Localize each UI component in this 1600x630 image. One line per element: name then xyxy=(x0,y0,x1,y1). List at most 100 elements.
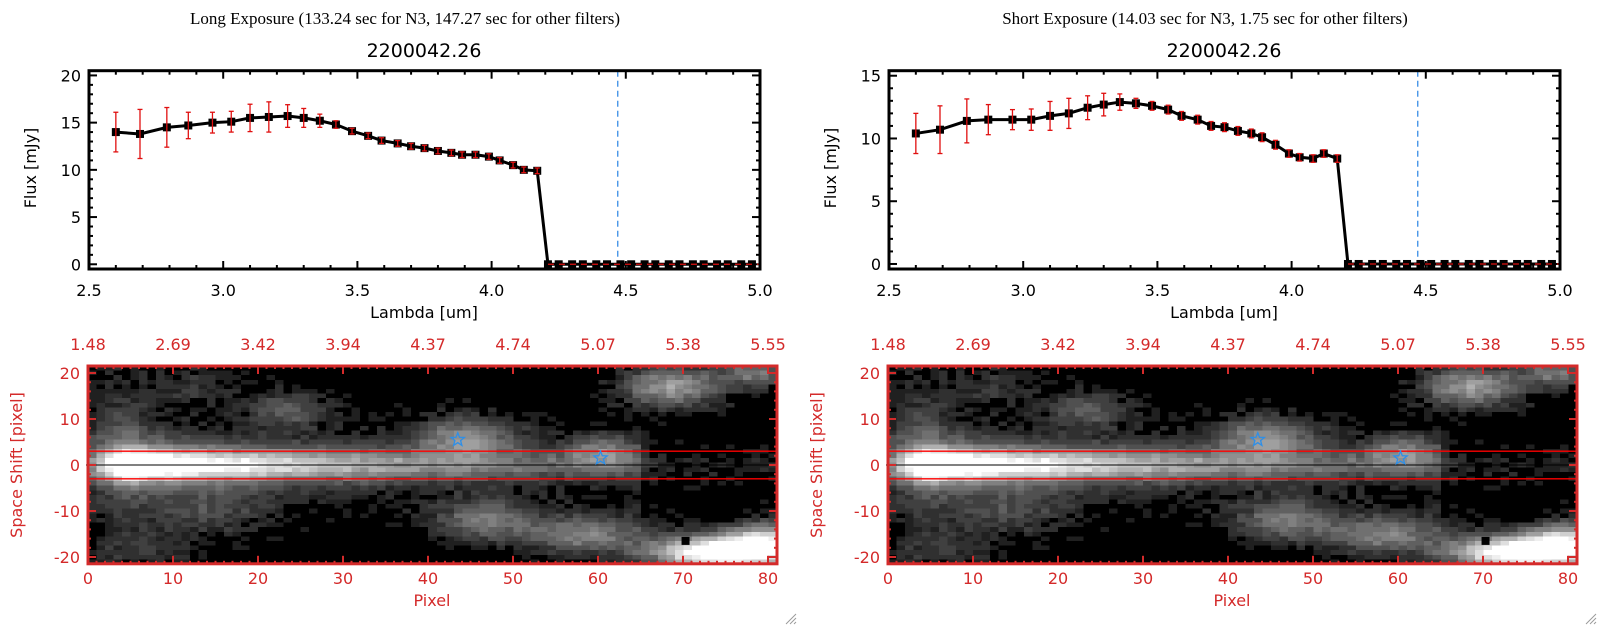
error-bar xyxy=(1165,104,1171,115)
error-bar xyxy=(1310,154,1316,163)
panel-title: Short Exposure (14.03 sec for N3, 1.75 s… xyxy=(1002,9,1408,28)
x-tick-label: 2.5 xyxy=(876,281,901,300)
y-axis-label: Flux [mJy] xyxy=(821,128,840,209)
y-axis-label: Flux [mJy] xyxy=(21,128,40,209)
x-axis-label: Pixel xyxy=(1213,591,1250,610)
y-tick-label: -20 xyxy=(854,548,880,567)
resize-grip-line xyxy=(785,613,797,625)
wavelength-tick-label: 4.37 xyxy=(1210,335,1246,354)
flux-line xyxy=(115,114,752,266)
y-tick-label: 0 xyxy=(71,255,81,274)
error-bar xyxy=(209,111,215,134)
resize-grip-icon[interactable] xyxy=(785,613,797,625)
pixel-tick-label: 0 xyxy=(83,569,93,588)
data-point xyxy=(1475,259,1484,268)
wavelength-tick-label: 5.38 xyxy=(665,335,701,354)
error-bar xyxy=(1297,152,1303,162)
data-point xyxy=(664,260,673,269)
error-bar xyxy=(1117,93,1123,111)
x-tick-label: 3.5 xyxy=(1145,281,1170,300)
resize-grip-line xyxy=(1585,613,1597,625)
error-bar xyxy=(510,161,516,169)
wavelength-tick-label: 1.48 xyxy=(70,335,106,354)
error-bar xyxy=(1248,128,1254,139)
error-bar xyxy=(1334,154,1340,163)
error-bar xyxy=(285,104,291,129)
error-bar xyxy=(185,111,191,140)
x-tick-label: 5.0 xyxy=(747,281,772,300)
x-tick-label: 3.0 xyxy=(210,281,235,300)
y-tick-label: 15 xyxy=(861,67,881,86)
error-bar xyxy=(1085,95,1091,121)
pixel-tick-label: 40 xyxy=(418,569,438,588)
error-bar xyxy=(1179,110,1185,121)
y-tick-label: -20 xyxy=(54,548,80,567)
error-bar xyxy=(486,153,492,161)
y-tick-label: 15 xyxy=(61,114,81,133)
x-tick-label: 4.5 xyxy=(1413,281,1438,300)
error-bar xyxy=(521,166,527,174)
error-bar xyxy=(301,107,307,129)
error-bar xyxy=(1066,97,1072,130)
wavelength-tick-label: 3.94 xyxy=(325,335,361,354)
y-axis-label: Space Shift [pixel] xyxy=(7,392,26,538)
object-id: 2200042.26 xyxy=(1167,40,1282,62)
data-point xyxy=(616,260,625,269)
spectrum-panel-long: Long Exposure (133.24 sec for N3, 147.27… xyxy=(21,9,773,322)
x-tick-label: 4.0 xyxy=(479,281,504,300)
pixel-tick-label: 80 xyxy=(1558,569,1578,588)
wavelength-tick-label: 4.74 xyxy=(1295,335,1331,354)
y-tick-label: 0 xyxy=(70,456,80,475)
data-point xyxy=(554,260,563,269)
x-tick-label: 4.5 xyxy=(613,281,638,300)
error-bar xyxy=(534,167,540,175)
y-axis-label: Space Shift [pixel] xyxy=(807,392,826,538)
star-marker-icon xyxy=(1249,430,1267,447)
error-bar xyxy=(247,103,253,133)
error-bar xyxy=(1259,132,1265,143)
data-point xyxy=(640,260,649,269)
wavelength-tick-label: 2.69 xyxy=(955,335,991,354)
resize-grip-icon[interactable] xyxy=(1585,613,1597,625)
error-bar xyxy=(472,151,478,159)
wavelength-tick-label: 4.37 xyxy=(410,335,446,354)
error-bar xyxy=(1272,139,1278,150)
error-bar xyxy=(379,137,385,145)
pixel-tick-label: 0 xyxy=(883,569,893,588)
data-point xyxy=(1537,259,1546,268)
error-bar xyxy=(1133,97,1139,110)
y-tick-label: 0 xyxy=(871,255,881,274)
error-bar xyxy=(1208,120,1214,131)
pixel-tick-label: 50 xyxy=(503,569,523,588)
y-tick-label: 5 xyxy=(71,208,81,227)
plot-frame xyxy=(887,69,1562,271)
wavelength-tick-label: 3.42 xyxy=(240,335,276,354)
error-bar xyxy=(459,151,465,159)
data-point xyxy=(651,260,660,269)
image-frame xyxy=(886,364,1579,566)
x-tick-label: 4.0 xyxy=(1279,281,1304,300)
image-panel-short: 1.48 2.69 3.42 3.94 4.37 4.74 5.07 5.38 5.55 0 10 2… xyxy=(807,335,1586,610)
wavelength-tick-label: 1.48 xyxy=(870,335,906,354)
plot-frame xyxy=(87,69,762,271)
error-bar xyxy=(228,110,234,133)
wavelength-tick-label: 3.42 xyxy=(1040,335,1076,354)
image-frame xyxy=(86,364,779,566)
error-bar xyxy=(1101,92,1107,117)
y-tick-label: -10 xyxy=(854,502,880,521)
wavelength-tick-label: 5.55 xyxy=(750,335,786,354)
wavelength-tick-label: 5.07 xyxy=(1380,335,1416,354)
square-marker xyxy=(1481,536,1490,545)
image-panel-long: 1.48 2.69 3.42 3.94 4.37 4.74 5.07 5.38 5.55 0 10 2… xyxy=(7,335,786,610)
error-bar xyxy=(333,120,339,129)
star-marker-icon xyxy=(592,449,609,466)
error-bar xyxy=(448,149,454,157)
wavelength-tick-label: 5.07 xyxy=(580,335,616,354)
star-marker-icon xyxy=(449,430,467,447)
error-bar xyxy=(1149,100,1155,111)
error-bar xyxy=(1286,149,1292,158)
data-point xyxy=(737,260,746,269)
data-point xyxy=(627,260,636,269)
error-bar xyxy=(937,105,943,155)
pixel-tick-label: 70 xyxy=(673,569,693,588)
